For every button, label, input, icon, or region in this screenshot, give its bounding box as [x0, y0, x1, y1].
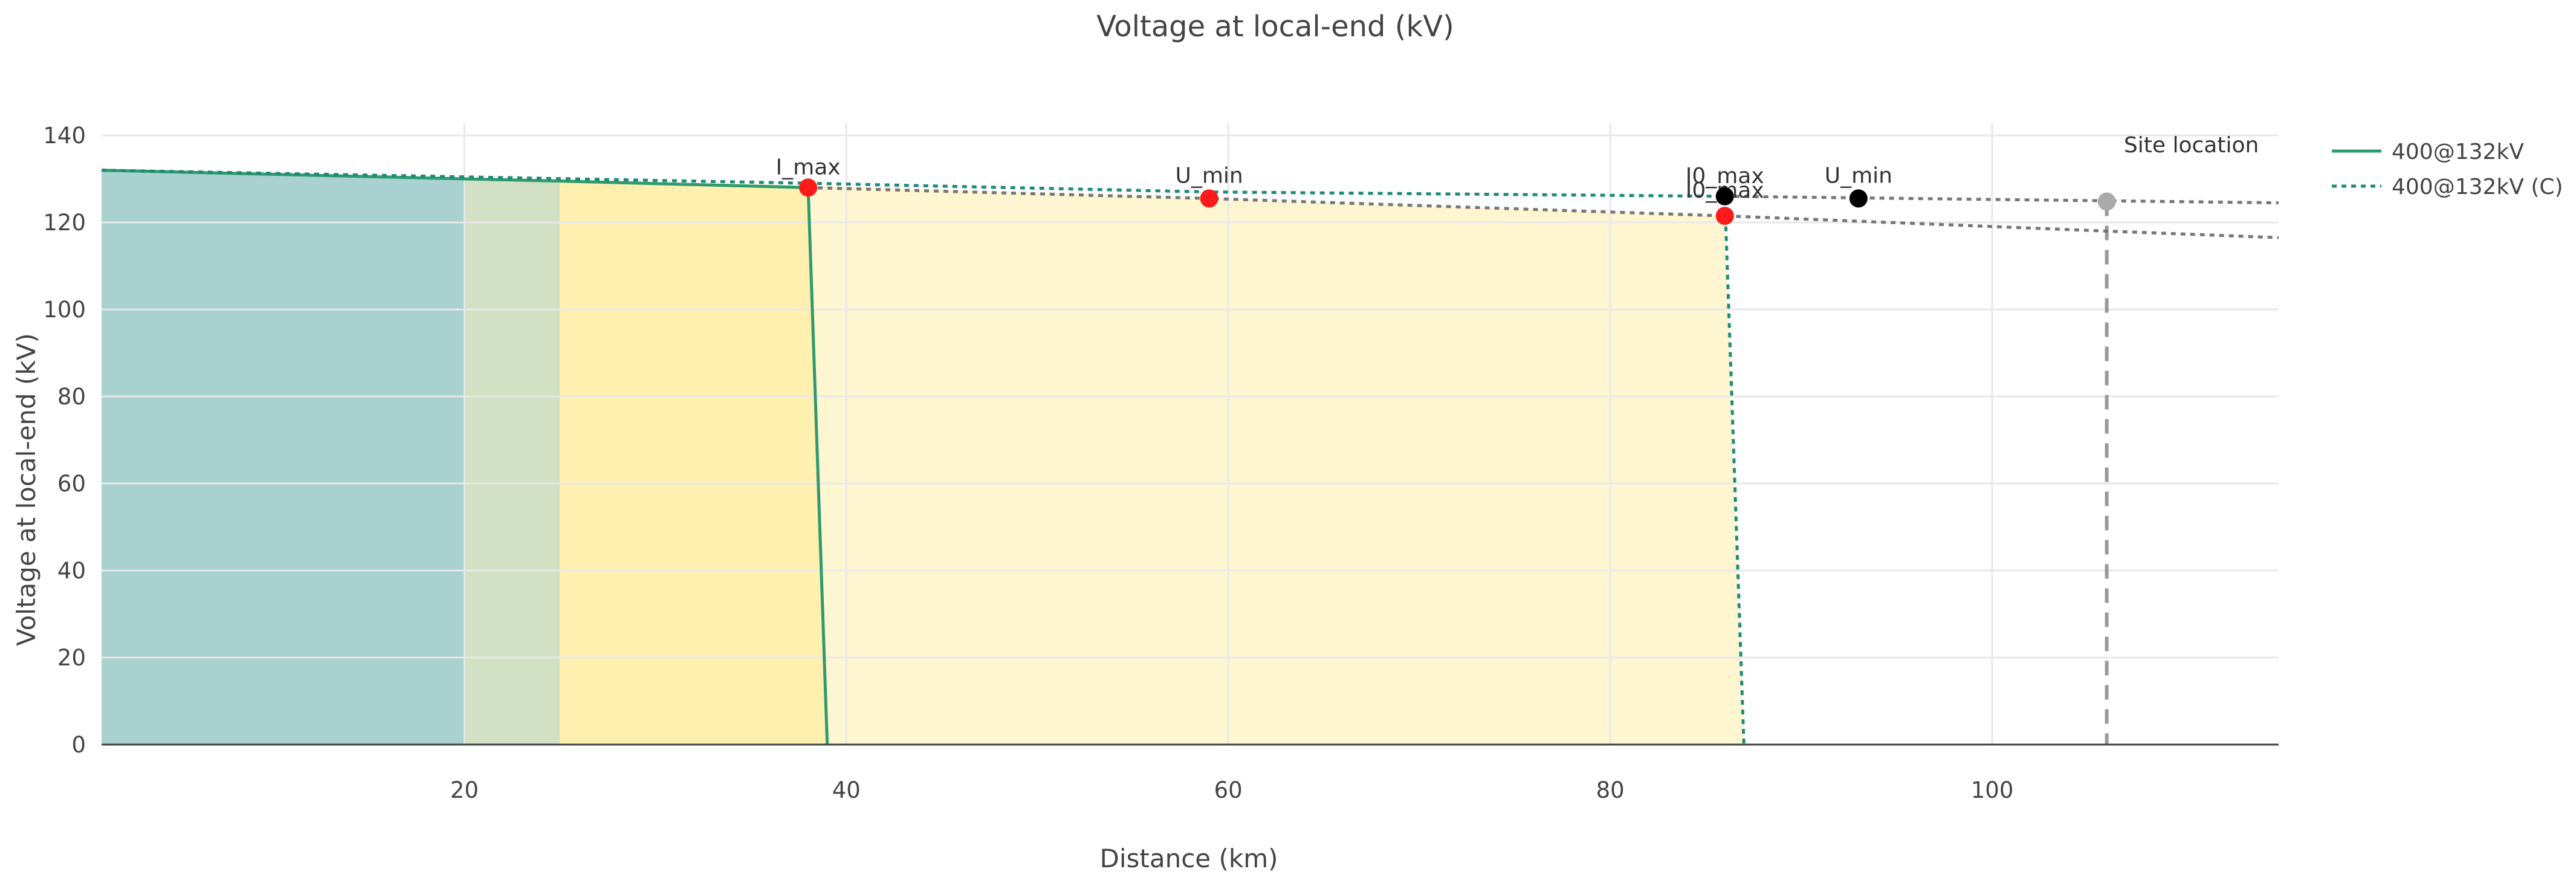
- marker-u-min[interactable]: [1200, 189, 1218, 208]
- x-tick-label: 20: [450, 777, 479, 803]
- y-tick-label: 80: [57, 384, 86, 410]
- x-axis-label: Distance (km): [1099, 844, 1278, 873]
- marker-i0-max[interactable]: [1715, 207, 1734, 225]
- y-tick-label: 120: [43, 210, 86, 236]
- axes: 20 40 60 80 100 0 20 40 60 80 100 120 140: [43, 123, 2279, 803]
- zone-band-1: [464, 179, 560, 745]
- y-tick-label: 0: [71, 732, 86, 758]
- marker-site[interactable]: [2097, 192, 2116, 211]
- marker-label: U_min: [1825, 163, 1892, 188]
- zone-band-0: [102, 170, 465, 745]
- x-tick-label: 40: [832, 777, 861, 803]
- series-line-2: [1724, 195, 2279, 205]
- y-tick-label: 60: [57, 471, 86, 497]
- y-tick-label: 40: [57, 558, 86, 584]
- marker-i0-max[interactable]: [1715, 187, 1734, 205]
- series-line-3: [808, 186, 2279, 239]
- marker-u-min[interactable]: [1849, 189, 1868, 208]
- x-tick-label: 100: [1971, 777, 2014, 803]
- y-axis-label: Voltage at local-end (kV): [11, 333, 41, 646]
- site-location-label: Site location: [2124, 133, 2259, 158]
- marker-label: I_max: [776, 155, 841, 179]
- gridlines: [102, 123, 2279, 745]
- y-tick-label: 100: [43, 297, 86, 323]
- zone-band-2: [560, 181, 827, 745]
- y-tick-label: 140: [43, 123, 86, 149]
- legend-label[interactable]: 400@132kV: [2392, 140, 2524, 164]
- y-tick-label: 20: [57, 645, 86, 671]
- legend-label[interactable]: 400@132kV (C): [2392, 175, 2563, 199]
- legend[interactable]: 400@132kV 400@132kV (C): [2332, 140, 2563, 199]
- marker-label: U_min: [1175, 163, 1243, 188]
- marker-i-max[interactable]: [799, 178, 818, 197]
- zone-bands: [102, 170, 827, 745]
- x-tick-label: 80: [1596, 777, 1625, 803]
- x-tick-label: 60: [1214, 777, 1243, 803]
- series-lines: Site location: [101, 133, 2279, 745]
- chart-title: Voltage at local-end (kV): [1096, 10, 1454, 44]
- marker-label: I0_max: [1686, 164, 1764, 189]
